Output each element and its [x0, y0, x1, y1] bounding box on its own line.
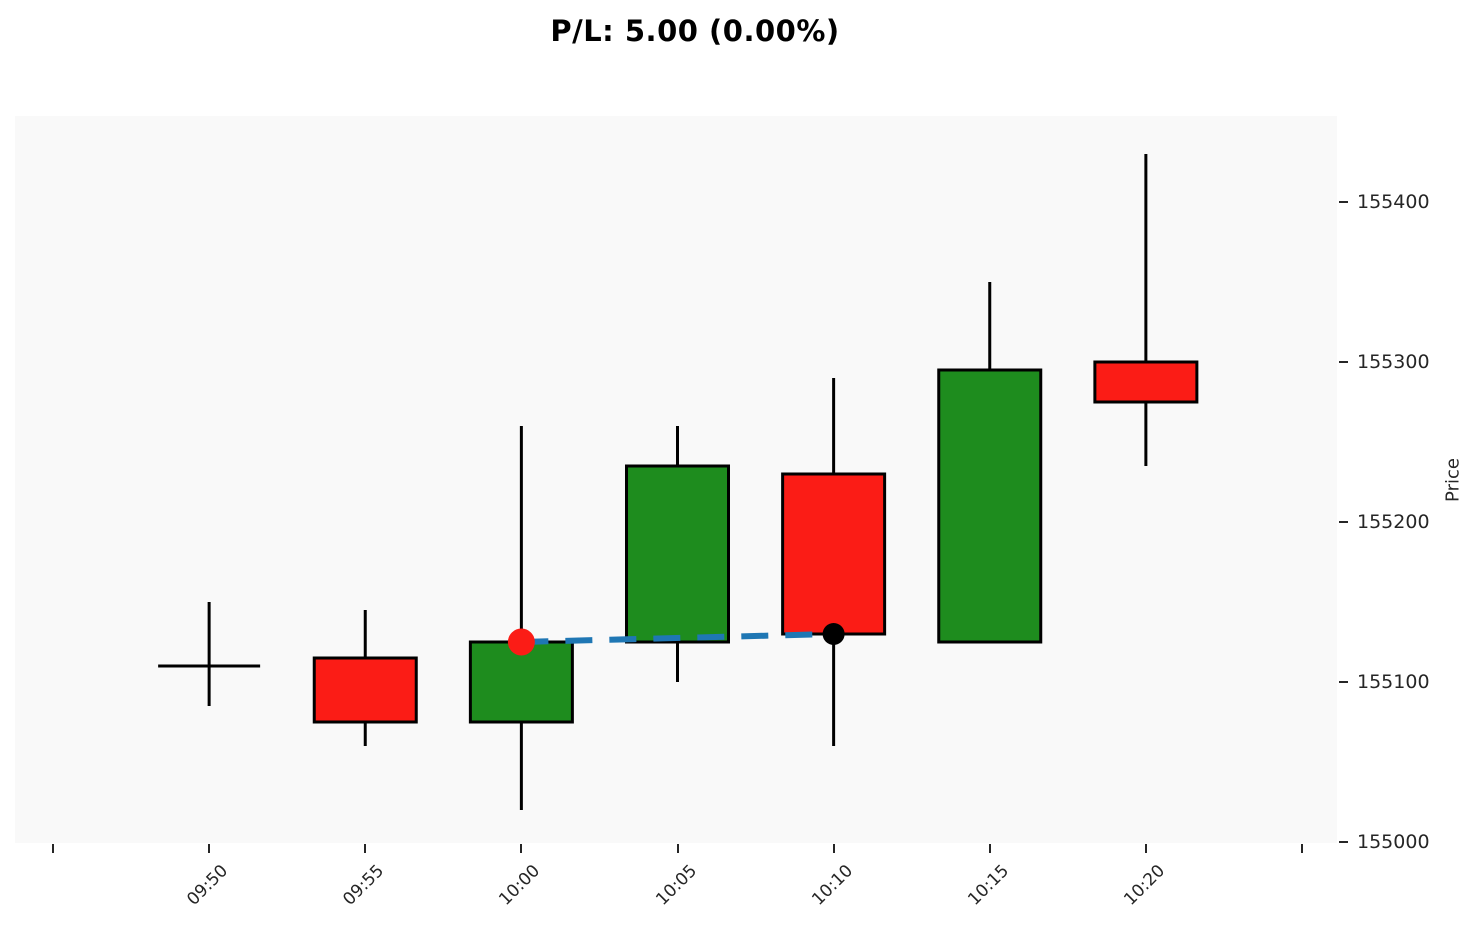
y-tick-mark — [1339, 681, 1348, 683]
y-tick-mark — [1339, 361, 1348, 363]
x-tick-mark — [832, 844, 835, 853]
x-tick-mark — [364, 844, 367, 853]
candle-body-10-20 — [1093, 360, 1199, 404]
trade-line — [521, 631, 834, 645]
x-tick-mark — [1144, 844, 1147, 853]
x-tick-mark — [52, 844, 54, 853]
y-tick-label: 155200 — [1357, 511, 1430, 533]
y-tick-mark — [1339, 841, 1348, 843]
y-tick-label: 155300 — [1357, 351, 1430, 373]
y-tick-mark — [1339, 521, 1348, 523]
y-tick-mark — [1339, 201, 1348, 203]
chart-title: P/L: 5.00 (0.00%) — [550, 14, 840, 48]
x-tick-mark — [988, 844, 991, 853]
candle-body-10-10 — [781, 472, 887, 636]
candle-body-10-15 — [937, 368, 1043, 644]
y-tick-label: 155100 — [1357, 671, 1430, 693]
candle-body-10-05 — [625, 464, 730, 644]
y-tick-label: 155400 — [1357, 191, 1430, 213]
exit-marker — [822, 623, 845, 645]
y-axis-title: Price — [1442, 458, 1464, 502]
x-tick-mark — [1301, 844, 1303, 853]
x-tick-mark — [676, 844, 679, 853]
candle-body-09-55 — [312, 656, 418, 724]
x-tick-mark — [520, 844, 523, 853]
y-tick-label: 155000 — [1357, 831, 1430, 853]
x-tick-mark — [208, 844, 211, 853]
entry-marker — [507, 628, 535, 656]
